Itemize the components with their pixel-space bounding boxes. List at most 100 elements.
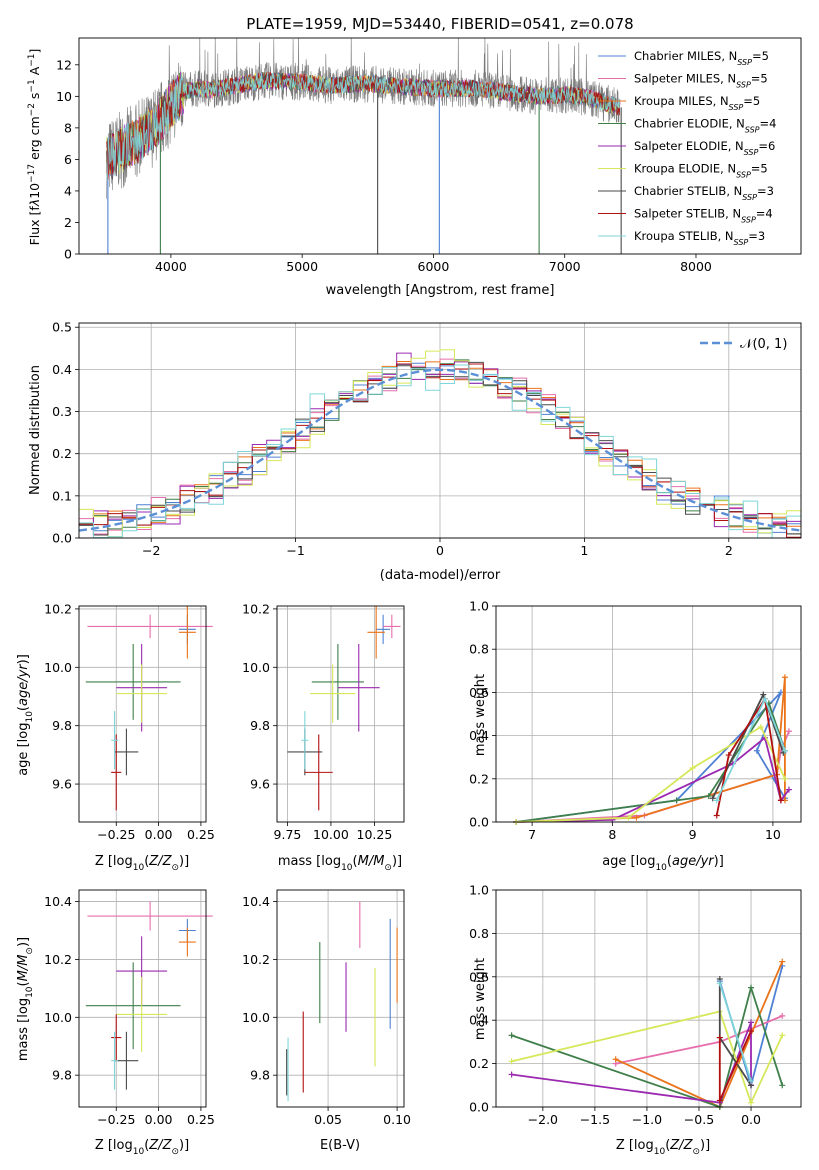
y-tick-label: 10.0: [242, 1010, 270, 1025]
x-tick-label: 0.25: [187, 1112, 215, 1127]
legend-label: Salpeter ELODIE, NSSP=6: [634, 139, 775, 157]
x-tick-label: 10: [765, 827, 781, 842]
x-tick-label: 8: [608, 827, 616, 842]
y-tick-label: 12: [56, 57, 72, 72]
y-tick-label: 0.8: [469, 642, 489, 657]
weight-marker: [713, 812, 720, 819]
axes-frame: [276, 605, 405, 823]
y-tick-label: 10.2: [44, 601, 72, 616]
age-mass-panel: mass [log10(M/M⊙)] 9.75 10.00 10.25 9.6 9.8 1…: [242, 601, 405, 873]
observed-spectrum: [106, 38, 621, 199]
y-tick-label: 0.4: [469, 1013, 489, 1028]
weight-z-plot: −2.0 −1.5 −1.0 −0.5 0.0 0.0 0.2 0.4 0.6 0.8 1.0: [469, 883, 802, 1127]
x-tick-label: 2: [725, 543, 733, 558]
y-tick-label: 8: [64, 120, 72, 135]
y-tick-label: 10.4: [242, 894, 270, 909]
weight-marker: [761, 695, 768, 702]
y-tick-label: 10.4: [44, 894, 72, 909]
weight-marker: [748, 1099, 755, 1106]
figure-title: PLATE=1959, MJD=53440, FIBERID=0541, z=0…: [246, 15, 633, 33]
y-tick-label: 0: [64, 247, 72, 262]
weight-marker: [779, 1032, 786, 1039]
weight-marker: [779, 958, 786, 965]
weight-marker: [625, 814, 632, 821]
residual-histogram-9: [79, 364, 801, 538]
weight-z-ylabel: mass weight: [473, 958, 488, 1040]
weight-z-panel: Z [log10(Z/Z⊙)] mass weight −2.0 −1.5 −1.0…: [469, 883, 802, 1157]
y-tick-label: 0.4: [469, 728, 489, 743]
weight-marker: [748, 984, 755, 991]
y-tick-label: 10.2: [44, 952, 72, 967]
axes-frame: [276, 889, 405, 1108]
axes-frame: [78, 322, 802, 539]
x-tick-label: 0.00: [145, 1112, 173, 1127]
x-tick-label: −1: [286, 543, 304, 558]
y-tick-label: 10: [56, 89, 72, 104]
y-tick-label: 0.5: [52, 320, 72, 335]
x-tick-label: −2.0: [528, 1112, 558, 1127]
x-tick-label: 8000: [680, 259, 712, 274]
mass-z-panel: Z [log10(Z/Z⊙)] mass [log10(M/M⊙)] −0.25…: [16, 889, 215, 1157]
y-tick-label: 0.2: [52, 446, 72, 461]
x-tick-label: 0.0: [741, 1112, 761, 1127]
age-mass-xlabel: mass [log10(M/M⊙)]: [278, 854, 402, 873]
spectrum-xlabel: wavelength [Angstrom, rest frame]: [326, 283, 555, 298]
normal-curve: [79, 368, 801, 532]
weight-marker: [748, 1077, 755, 1084]
legend-label: Salpeter MILES, NSSP=5: [634, 72, 768, 90]
y-tick-label: 0.6: [469, 969, 489, 984]
x-tick-label: 6000: [418, 259, 450, 274]
y-tick-label: 0.3: [52, 404, 72, 419]
weight-line-5: [516, 736, 790, 823]
weight-line-2: [516, 730, 790, 823]
weight-marker: [633, 814, 640, 821]
x-tick-label: 9.75: [274, 827, 302, 842]
y-tick-label: 0.2: [469, 771, 489, 786]
weight-marker: [689, 765, 696, 771]
y-tick-label: 9.8: [250, 718, 270, 733]
y-tick-label: 9.6: [250, 777, 270, 792]
y-tick-label: 1.0: [469, 883, 489, 898]
weight-line-4: [511, 984, 784, 1109]
y-tick-label: 6: [64, 152, 72, 167]
legend-label: Chabrier MILES, NSSP=5: [634, 49, 769, 67]
weight-marker: [753, 747, 760, 754]
weight-age-xlabel: age [log10(age/yr)]: [602, 854, 724, 873]
x-tick-label: −1.0: [632, 1112, 662, 1127]
legend-label: Chabrier ELODIE, NSSP=4: [634, 117, 776, 135]
residual-histogram-8: [79, 363, 801, 538]
axes-frame: [78, 605, 207, 823]
x-tick-label: 0.10: [383, 1112, 411, 1127]
model-spectrum-9: [106, 72, 621, 181]
y-tick-label: 1.0: [469, 599, 489, 614]
mass-ylabel: mass [log10(M/M⊙)]: [16, 937, 35, 1061]
y-tick-label: 4: [64, 183, 72, 198]
legend-label: Chabrier STELIB, NSSP=3: [634, 184, 774, 202]
y-tick-label: 0.6: [469, 685, 489, 700]
x-tick-label: 5000: [286, 259, 318, 274]
residual-xlabel: (data-model)/error: [380, 568, 501, 583]
y-tick-label: 0.4: [52, 362, 72, 377]
residual-histogram-6: [79, 349, 801, 538]
x-tick-label: 10.00: [313, 827, 349, 842]
x-tick-label: 0.05: [314, 1112, 342, 1127]
y-tick-label: 0.8: [469, 926, 489, 941]
x-tick-label: 7: [528, 827, 536, 842]
weight-marker: [779, 1082, 786, 1089]
x-tick-label: 4000: [155, 259, 187, 274]
age-ylabel: age [log10(age/yr)]: [16, 654, 35, 776]
residual-panel: (data-model)/error Normed distribution −…: [28, 320, 802, 583]
x-tick-label: −1.5: [580, 1112, 610, 1127]
axes-frame: [495, 605, 802, 823]
x-tick-label: 0.25: [187, 827, 215, 842]
weight-age-panel: age [log10(age/yr)] mass weight 7 8 9 10 0.0…: [469, 599, 802, 873]
y-tick-label: 0.0: [52, 531, 72, 546]
legend-label: 𝒩(0, 1): [740, 337, 787, 352]
axes-frame: [495, 889, 802, 1108]
legend-label: Kroupa MILES, NSSP=5: [634, 94, 760, 112]
weight-marker: [713, 797, 720, 804]
mass-ebv-panel: E(B-V) 0.05 0.10 9.8 10.0 10.2 10.4: [242, 889, 411, 1153]
weight-marker: [716, 980, 723, 987]
weight-marker: [785, 728, 792, 735]
